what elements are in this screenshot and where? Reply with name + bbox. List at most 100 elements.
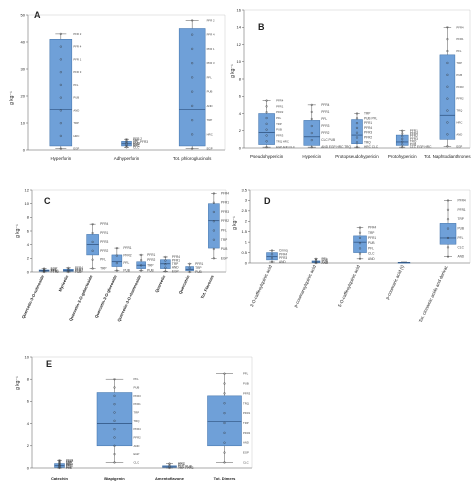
data-point <box>310 124 313 128</box>
point-label: PFR2 <box>134 435 142 439</box>
data-point <box>58 461 61 464</box>
axis-area: 0 10 20 30 40 50 PFR 2 PFR 4 PFR 1 PFR 3 PFL PUB AND… <box>21 12 226 161</box>
data-point <box>265 128 268 131</box>
data-point <box>212 201 215 204</box>
point-label: PFR4 <box>410 131 418 135</box>
data-point <box>113 403 116 406</box>
point-label: AND <box>322 261 329 265</box>
point-label: CLC EGP HRC <box>410 145 432 149</box>
data-point <box>446 73 449 76</box>
point-label: AND EGP HRC TRQ <box>321 145 351 149</box>
data-point <box>59 134 62 137</box>
data-point <box>401 129 404 132</box>
point-label: TRQ <box>410 140 417 144</box>
data-point <box>446 85 449 88</box>
y-tick-label: 8 <box>27 377 30 382</box>
axis-area: 024681012EGPCLCPFLPFR1PFR2Quercetin-3-O-… <box>20 187 229 322</box>
data-point <box>446 26 449 29</box>
y-tick-label: 1.5 <box>241 229 247 234</box>
point-label: PFR4 <box>75 266 83 270</box>
category-label: 5-O-caffeoylquinic acid <box>337 264 361 308</box>
point-label: PFR4 <box>221 191 229 195</box>
data-point <box>58 459 61 462</box>
data-point <box>446 38 449 41</box>
data-point <box>58 466 61 469</box>
y-tick-label: 30 <box>21 66 26 71</box>
y-tick-label: 0 <box>27 269 30 274</box>
data-point <box>191 133 194 136</box>
y-tick-label: 10 <box>25 201 30 206</box>
data-point <box>446 121 449 124</box>
data-point <box>265 140 268 143</box>
data-point <box>164 270 167 273</box>
point-label: AND <box>133 141 140 145</box>
point-label: PFR4 <box>172 255 180 259</box>
point-label: PUB <box>66 466 72 470</box>
point-label: EGP <box>207 147 213 151</box>
point-label: PFR1 <box>364 121 372 125</box>
point-label: AND <box>279 260 286 264</box>
data-point <box>191 33 194 36</box>
point-label: TRQ HRC <box>276 139 289 143</box>
data-point <box>446 208 450 211</box>
point-label: PFR1 <box>410 129 418 133</box>
data-point <box>113 386 116 389</box>
point-label: AND <box>458 255 465 259</box>
category-label: Protohypericin <box>388 154 417 159</box>
category-label: Protopseudohypericin <box>335 154 379 159</box>
point-label: PFL <box>66 463 72 467</box>
point-label: PFR1 <box>368 236 376 240</box>
point-label: PFR1 <box>321 110 329 114</box>
data-point <box>446 145 449 148</box>
point-label: TRP <box>147 263 153 267</box>
point-label: PFR4 <box>134 427 142 431</box>
point-label: PFR1 <box>100 231 108 235</box>
y-tick-label: 6 <box>239 94 242 99</box>
data-point <box>168 462 171 465</box>
data-point <box>212 247 215 251</box>
point-label: AND <box>243 441 249 445</box>
data-point <box>58 459 61 463</box>
data-point <box>58 465 61 468</box>
point-label: CLC <box>66 465 72 469</box>
point-label: TRP <box>322 258 328 262</box>
point-label: PUB <box>123 269 130 273</box>
data-point <box>59 122 62 125</box>
data-point <box>223 461 226 464</box>
data-point <box>446 61 449 65</box>
data-point <box>113 419 116 422</box>
point-label: PFR1 <box>172 259 180 263</box>
data-point <box>212 192 215 195</box>
panel-d: D g kg⁻¹ 00.511.522.533.5CmnqPFR4PFR3AND… <box>232 187 471 323</box>
point-label: EGP <box>73 147 79 151</box>
data-point <box>191 76 194 79</box>
data-point <box>358 226 362 229</box>
point-label: PFL <box>322 257 328 261</box>
data-point <box>191 19 194 22</box>
data-point <box>140 269 143 272</box>
data-point <box>446 133 449 136</box>
box <box>258 113 275 145</box>
category-label: Quercetin-3-O-rhamnoside <box>116 274 142 323</box>
data-point <box>188 266 191 269</box>
data-point <box>59 109 62 112</box>
point-label: PFR2 <box>66 462 74 466</box>
point-label: CLC <box>134 460 140 464</box>
y-tick-label: 4 <box>239 111 242 116</box>
box <box>208 203 220 249</box>
data-point <box>91 240 94 244</box>
point-label: PFL <box>243 372 249 376</box>
point-label: PFR 3 <box>207 61 215 65</box>
point-label: EGP <box>243 451 249 455</box>
point-label: PFR3 <box>410 137 418 141</box>
point-label: AND <box>134 444 140 448</box>
point-label: PFR4 <box>458 198 466 202</box>
point-label: PFR3 <box>456 85 464 89</box>
point-label: PFR2 <box>51 270 59 274</box>
point-label: EGP <box>172 269 179 273</box>
data-point <box>115 269 118 272</box>
point-label: PFR2 <box>364 136 372 140</box>
point-label: PFR3 <box>243 391 251 395</box>
point-label: TRP <box>195 266 201 270</box>
category-label: Quercetrin <box>177 274 190 295</box>
